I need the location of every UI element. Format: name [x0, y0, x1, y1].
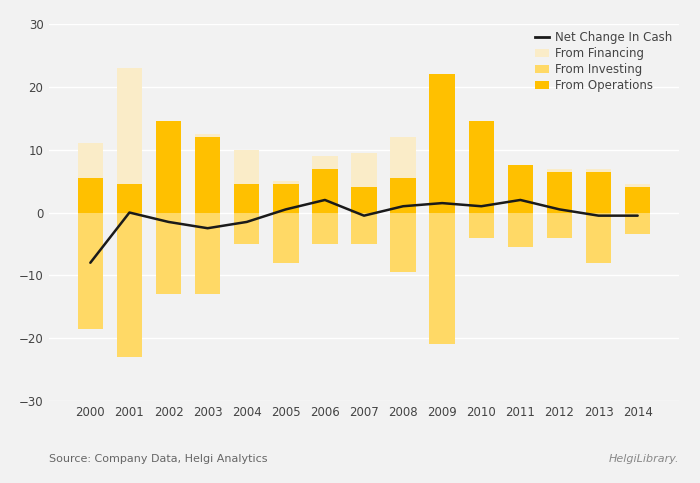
- Bar: [430, 74, 455, 213]
- Bar: [430, 74, 455, 213]
- Bar: [78, 213, 103, 328]
- Bar: [156, 213, 181, 294]
- Bar: [508, 213, 533, 247]
- Bar: [586, 169, 611, 213]
- Bar: [156, 121, 181, 213]
- Bar: [195, 134, 220, 213]
- Bar: [508, 165, 533, 213]
- Bar: [195, 137, 220, 213]
- Bar: [430, 213, 455, 344]
- Bar: [586, 213, 611, 263]
- Bar: [78, 143, 103, 213]
- Bar: [468, 121, 494, 213]
- Bar: [351, 213, 377, 244]
- Bar: [195, 213, 220, 294]
- Bar: [117, 68, 142, 213]
- Bar: [117, 213, 142, 357]
- Bar: [468, 121, 494, 213]
- Bar: [547, 169, 572, 213]
- Bar: [312, 169, 337, 213]
- Bar: [625, 187, 650, 213]
- Bar: [508, 165, 533, 213]
- Bar: [78, 178, 103, 213]
- Bar: [234, 213, 260, 244]
- Bar: [547, 213, 572, 238]
- Bar: [156, 121, 181, 213]
- Bar: [391, 178, 416, 213]
- Bar: [273, 181, 298, 213]
- Bar: [234, 184, 260, 213]
- Bar: [391, 213, 416, 272]
- Bar: [312, 156, 337, 213]
- Bar: [468, 213, 494, 238]
- Bar: [117, 184, 142, 213]
- Bar: [312, 213, 337, 244]
- Bar: [547, 171, 572, 213]
- Bar: [391, 137, 416, 213]
- Bar: [625, 184, 650, 213]
- Bar: [625, 213, 650, 234]
- Text: HelgiLibrary.: HelgiLibrary.: [608, 454, 679, 464]
- Bar: [351, 153, 377, 213]
- Bar: [234, 150, 260, 213]
- Text: Source: Company Data, Helgi Analytics: Source: Company Data, Helgi Analytics: [49, 454, 267, 464]
- Bar: [351, 187, 377, 213]
- Bar: [273, 184, 298, 213]
- Bar: [586, 171, 611, 213]
- Legend: Net Change In Cash, From Financing, From Investing, From Operations: Net Change In Cash, From Financing, From…: [531, 28, 675, 96]
- Bar: [273, 213, 298, 263]
